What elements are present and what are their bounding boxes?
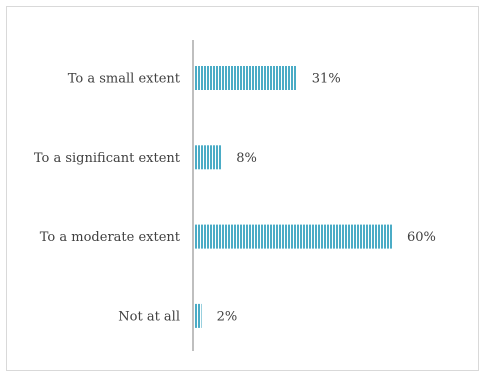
value-label-0: 31%	[312, 72, 341, 87]
category-label-3: Not at all	[118, 309, 180, 324]
category-label-1: To a significant extent	[34, 151, 181, 166]
category-label-2: To a moderate extent	[40, 230, 181, 245]
value-label-1: 8%	[236, 151, 257, 166]
bars-layer	[195, 66, 392, 328]
category-label-0: To a small extent	[68, 72, 181, 87]
labels-layer: To a small extent 31% To a significant ext…	[34, 72, 436, 325]
value-label-2: 60%	[407, 230, 436, 245]
bar-2	[195, 224, 392, 249]
bar-1	[195, 145, 222, 170]
bar-0	[195, 66, 297, 90]
value-label-3: 2%	[217, 309, 238, 324]
bar-3	[195, 303, 202, 328]
